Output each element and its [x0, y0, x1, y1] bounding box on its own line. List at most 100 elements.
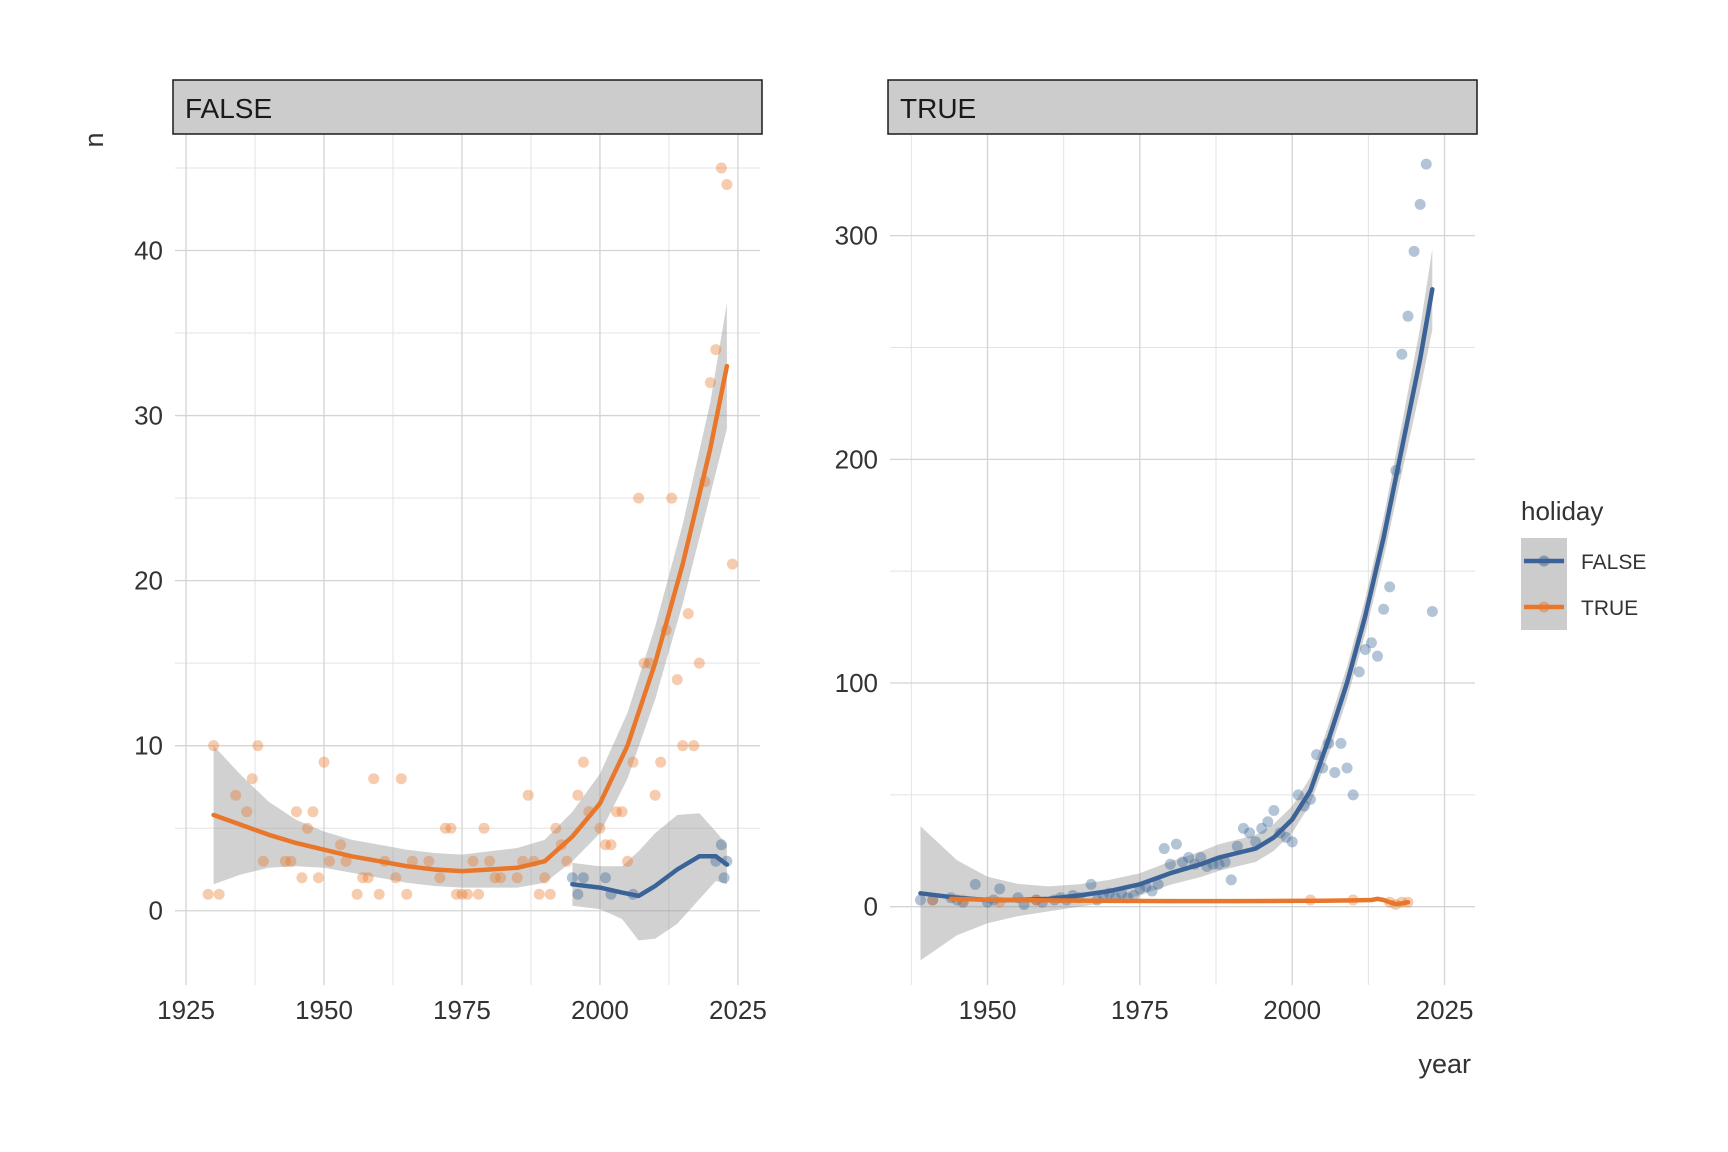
x-axis-title: year — [1418, 1049, 1471, 1079]
data-point-true — [462, 888, 473, 900]
data-point-true — [484, 855, 496, 867]
data-point-true — [655, 756, 667, 768]
data-point-true — [633, 492, 645, 504]
data-point-true — [467, 855, 479, 867]
data-point-true — [572, 789, 584, 801]
data-point-true — [599, 839, 611, 851]
data-point-false — [1262, 816, 1274, 828]
data-point-true — [473, 888, 485, 900]
facet-strip — [887, 79, 1478, 135]
data-point-false — [1402, 310, 1414, 322]
data-point-false — [1219, 856, 1231, 868]
data-point-true — [677, 740, 689, 752]
data-point-true — [208, 740, 220, 752]
data-point-false — [1213, 858, 1225, 870]
y-tick-label: 100 — [835, 668, 878, 698]
data-point-false — [1231, 840, 1243, 852]
data-point-false — [715, 839, 727, 851]
data-point-false — [1195, 852, 1207, 863]
data-point-false — [577, 872, 589, 884]
y-tick-label: 0 — [149, 896, 163, 926]
smooth-line-true — [211, 363, 730, 874]
data-point-true — [622, 855, 634, 867]
data-point-false — [1378, 603, 1390, 615]
data-point-false — [1177, 856, 1188, 868]
data-point-false — [1244, 827, 1256, 839]
data-point-true — [241, 806, 253, 818]
data-point-true — [395, 773, 407, 785]
data-point-true — [406, 855, 418, 867]
data-point-false — [1359, 643, 1371, 655]
data-point-true — [489, 872, 501, 884]
smooth-line-true — [948, 896, 1411, 907]
legend-label-true: TRUE — [1581, 597, 1638, 620]
data-point-false — [718, 872, 730, 884]
data-point-false — [1280, 831, 1292, 843]
data-point-false — [1414, 198, 1426, 210]
legend-key-point-false — [1538, 555, 1550, 567]
data-point-false — [994, 883, 1006, 895]
data-point-true — [290, 806, 302, 818]
data-point-true — [561, 855, 573, 867]
data-point-true — [390, 872, 402, 884]
x-tick-label: 1975 — [1111, 995, 1169, 1025]
y-tick-label: 10 — [134, 731, 163, 761]
data-point-true — [296, 872, 308, 884]
data-point-true — [539, 872, 551, 884]
data-point-true — [312, 872, 324, 884]
data-point-true — [704, 377, 716, 389]
data-point-true — [246, 773, 258, 785]
data-point-true — [318, 756, 330, 768]
data-point-false — [969, 878, 981, 890]
data-point-false — [1256, 822, 1268, 834]
legend: holiday FALSE TRUE — [1521, 496, 1646, 630]
data-point-false — [1311, 749, 1323, 761]
panel-true: TRUE 1950 1975 2000 2025 0 100 200 300 — [835, 79, 1478, 1025]
data-point-true — [285, 855, 297, 867]
y-tick-label: 0 — [864, 892, 878, 922]
data-point-false — [1286, 836, 1298, 848]
data-point-false — [1152, 878, 1164, 890]
data-point-true — [605, 839, 617, 851]
data-point-true — [611, 806, 623, 818]
data-point-true — [213, 888, 225, 900]
data-point-true — [307, 806, 319, 818]
data-point-true — [544, 888, 556, 900]
smooth-line-false — [570, 854, 730, 899]
y-tick-label: 20 — [134, 566, 163, 596]
data-point-true — [726, 558, 738, 570]
x-tick-label: 1950 — [295, 995, 353, 1025]
data-point-true — [693, 657, 705, 669]
data-point-true — [456, 888, 468, 900]
data-point-false — [1384, 581, 1396, 593]
facet-strip — [172, 79, 763, 135]
x-tick-label: 1975 — [433, 995, 491, 1025]
legend-title: holiday — [1521, 496, 1603, 526]
data-point-false — [1268, 805, 1280, 817]
data-point-true — [401, 888, 413, 900]
data-point-true — [594, 822, 606, 834]
data-point-false — [1146, 885, 1158, 897]
y-tick-label: 300 — [835, 221, 878, 251]
data-point-true — [335, 839, 347, 851]
data-point-false — [1335, 737, 1347, 749]
data-point-true — [301, 822, 313, 834]
data-point-true — [721, 179, 733, 191]
data-point-true — [710, 344, 722, 356]
x-tick-label: 1950 — [959, 995, 1017, 1025]
data-point-true — [478, 822, 490, 834]
data-point-false — [572, 888, 584, 900]
data-point-true — [362, 872, 374, 884]
data-point-true — [550, 822, 562, 834]
data-point-false — [1158, 843, 1170, 855]
y-axis-title: n — [79, 132, 109, 147]
data-point-true — [373, 888, 385, 900]
data-point-true — [666, 492, 678, 504]
data-point-false — [1420, 158, 1432, 170]
x-tick-label: 2025 — [1416, 995, 1474, 1025]
legend-label-false: FALSE — [1581, 551, 1646, 574]
x-tick-label: 2000 — [1263, 995, 1321, 1025]
panel-false: FALSE 1925 1950 1975 2000 2025 0 10 20 30 40 — [134, 79, 767, 1025]
data-point-false — [1365, 637, 1377, 649]
